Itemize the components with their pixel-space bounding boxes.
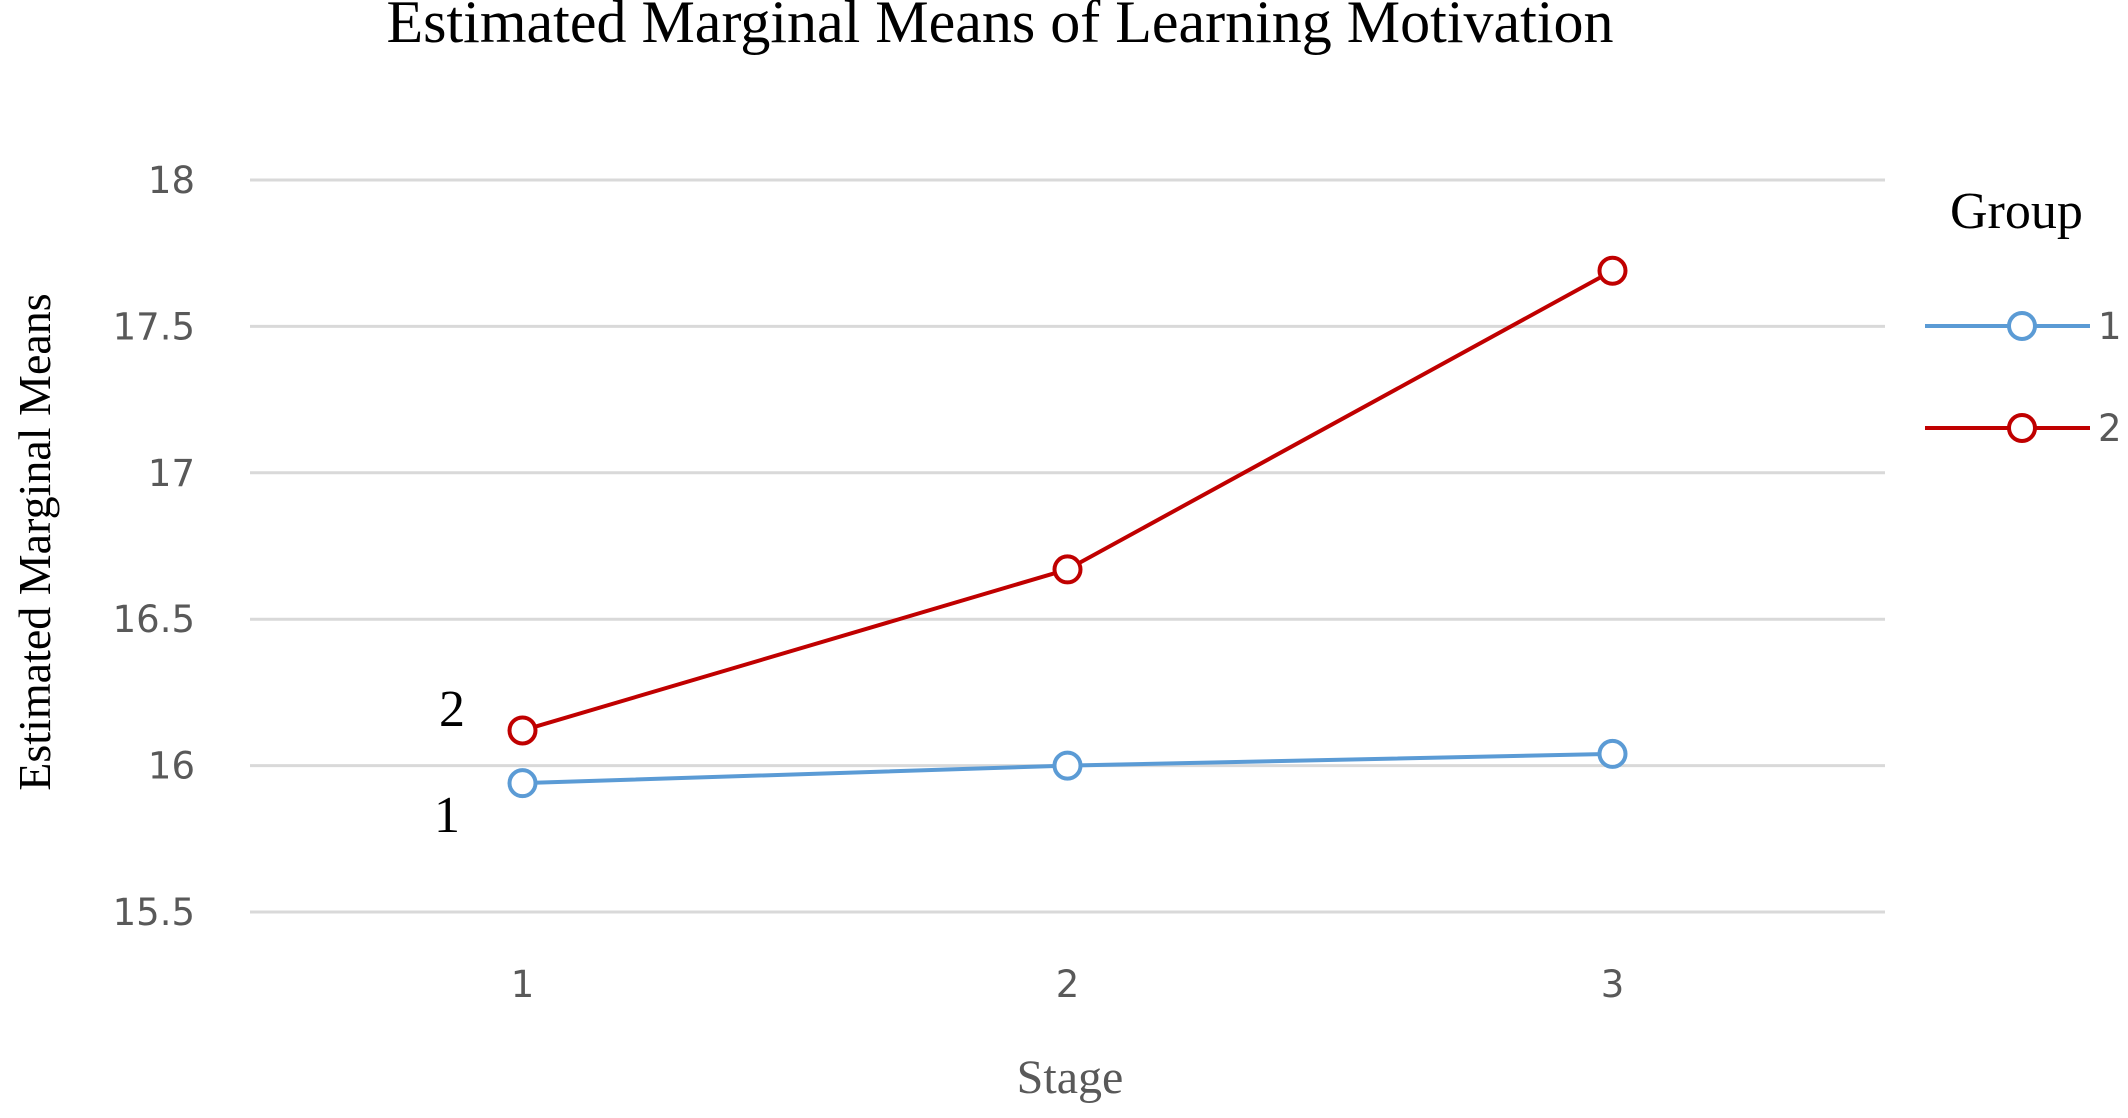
x-axis-label: Stage bbox=[1017, 1051, 1124, 1104]
series-2-point bbox=[1597, 255, 1628, 286]
y-tick-label: 18 bbox=[148, 159, 195, 202]
y-axis-label: Estimated Marginal Means bbox=[9, 293, 60, 790]
y-tick-labels: 15.5 16 16.5 17 17.5 18 bbox=[113, 159, 195, 934]
series-2-point bbox=[1052, 554, 1083, 585]
series-2-point bbox=[507, 715, 538, 746]
series-2-annotation: 2 bbox=[439, 681, 465, 738]
legend-items: 12 bbox=[1925, 305, 2122, 450]
series-2-line bbox=[521, 269, 1614, 733]
series-layer bbox=[507, 255, 1628, 799]
series-2 bbox=[507, 255, 1628, 746]
legend-label: 2 bbox=[2098, 407, 2122, 450]
series-1-point bbox=[1597, 738, 1628, 769]
series-1-annotation: 1 bbox=[434, 787, 460, 844]
y-tick-label: 16 bbox=[148, 745, 195, 788]
series-1-point bbox=[1052, 750, 1083, 781]
legend: Group 12 bbox=[1925, 183, 2122, 450]
legend-swatch-marker bbox=[2007, 413, 2037, 443]
x-tick-labels: 1 2 3 bbox=[511, 963, 1625, 1006]
y-tick-label: 17.5 bbox=[113, 305, 195, 348]
y-tick-label: 16.5 bbox=[113, 598, 195, 641]
legend-label: 1 bbox=[2098, 305, 2122, 348]
legend-title: Group bbox=[1950, 183, 2083, 240]
series-1 bbox=[507, 738, 1628, 799]
chart-title: Estimated Marginal Means of Learning Mot… bbox=[387, 0, 1614, 55]
x-tick-label: 3 bbox=[1601, 963, 1625, 1006]
y-tick-label: 15.5 bbox=[113, 891, 195, 934]
legend-item-2: 2 bbox=[1925, 407, 2122, 450]
legend-swatch-marker bbox=[2007, 311, 2037, 341]
legend-item-1: 1 bbox=[1925, 305, 2122, 348]
series-1-point bbox=[507, 768, 538, 799]
x-tick-label: 1 bbox=[511, 963, 535, 1006]
y-tick-label: 17 bbox=[148, 452, 195, 495]
x-tick-label: 2 bbox=[1056, 963, 1080, 1006]
gridlines bbox=[250, 178, 1885, 914]
